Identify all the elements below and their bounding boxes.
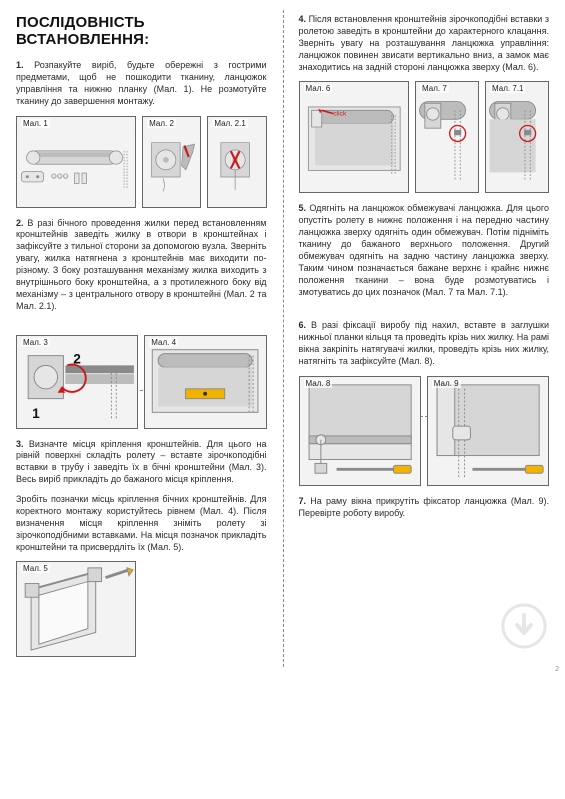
figure-7-label: Мал. 7 (420, 84, 449, 93)
figure-2-1-svg (208, 117, 265, 207)
figure-6-click-label: click (333, 111, 347, 118)
figure-4-svg (145, 336, 265, 428)
figure-7-1-label: Мал. 7.1 (490, 84, 525, 93)
figure-6-svg: click (300, 82, 409, 192)
figure-2-svg (143, 117, 200, 207)
figure-5-svg (17, 562, 135, 656)
figure-9: Мал. 9 (427, 376, 549, 486)
figure-2-label: Мал. 2 (147, 119, 176, 128)
figure-2-1-label: Мал. 2.1 (212, 119, 247, 128)
figure-8: Мал. 8 (299, 376, 421, 486)
step-5-text: 5. Одягніть на ланцюжок обмежувачі ланцю… (299, 203, 550, 298)
fig-row-2: Мал. 3 2 1 Мал. 4 (16, 335, 267, 429)
figure-4-label: Мал. 4 (149, 338, 178, 347)
figure-8-svg (300, 377, 420, 485)
figure-8-label: Мал. 8 (304, 379, 333, 388)
figure-9-svg (428, 377, 548, 485)
page: ПОСЛІДОВНІСТЬ ВСТАНОВЛЕННЯ: 1. Розпакуйт… (0, 0, 565, 677)
figure-5: Мал. 5 (16, 561, 136, 657)
svg-text:1: 1 (32, 406, 40, 421)
figure-7-1-svg (486, 82, 548, 192)
figure-6-label: Мал. 6 (304, 84, 333, 93)
figure-9-label: Мал. 9 (432, 379, 461, 388)
figure-2-1: Мал. 2.1 (207, 116, 266, 208)
page-number: 2 (555, 666, 559, 673)
step-7-text: 7. На раму вікна прикрутіть фіксатор лан… (299, 496, 550, 520)
step-3a-text: 3. Визначте місця кріплення кронштейнів.… (16, 439, 267, 487)
figure-3: Мал. 3 2 1 (16, 335, 138, 429)
fig-row-5: Мал. 8 Мал. 9 (299, 376, 550, 486)
page-title: ПОСЛІДОВНІСТЬ ВСТАНОВЛЕННЯ: (16, 14, 267, 48)
fig-row-4: Мал. 6 click Мал. 7 (299, 81, 550, 193)
figure-7: Мал. 7 (415, 81, 479, 193)
fig-row-3: Мал. 5 (16, 561, 267, 657)
fig-row-1: Мал. 1 (16, 116, 267, 208)
step-4-text: 4. Після встановлення кронштейнів зірочк… (299, 14, 550, 73)
figure-7-1: Мал. 7.1 (485, 81, 549, 193)
figure-3-label: Мал. 3 (21, 338, 50, 347)
figure-1: Мал. 1 (16, 116, 136, 208)
watermark-icon (501, 603, 547, 649)
figure-3-svg: 2 1 (17, 336, 137, 428)
figure-4: Мал. 4 (144, 335, 266, 429)
step-2-text: 2. В разі бічного проведення жилки перед… (16, 218, 267, 313)
step-3b-text: Зробіть позначки місць кріплення бічних … (16, 494, 267, 553)
figure-6: Мал. 6 click (299, 81, 410, 193)
left-column: ПОСЛІДОВНІСТЬ ВСТАНОВЛЕННЯ: 1. Розпакуйт… (0, 0, 283, 677)
figure-1-label: Мал. 1 (21, 119, 50, 128)
figure-5-label: Мал. 5 (21, 564, 50, 573)
figure-1-svg (17, 117, 135, 207)
step-6-text: 6. В разі фіксації виробу під нахил, вст… (299, 320, 550, 368)
figure-2: Мал. 2 (142, 116, 201, 208)
step-1-text: 1. Розпакуйте виріб, будьте обережні з г… (16, 60, 267, 108)
figure-7-svg (416, 82, 478, 192)
right-column: 4. Після встановлення кронштейнів зірочк… (283, 0, 565, 677)
